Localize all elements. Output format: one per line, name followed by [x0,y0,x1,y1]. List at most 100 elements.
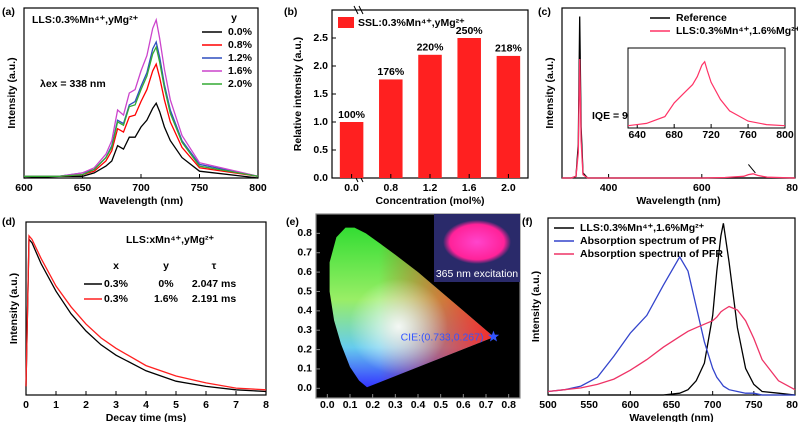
x-axis-title: Decay time (ms) [106,412,187,422]
value-label: 100% [338,109,366,121]
point-label: CIE:(0.733,0.267) [401,331,484,343]
value-label: 250% [456,25,484,37]
legend-label: Absorption spectrum of PR [580,235,717,247]
y-tick-label: 0.8 [297,227,312,239]
plot-frame [627,47,786,129]
y-tick-label: 2.0 [313,60,328,72]
x-tick-label: 8 [263,399,269,411]
bar [339,122,364,178]
photo-sample [443,220,511,264]
value-label: 218% [495,43,523,55]
x-tick-label: 1.6 [462,182,477,194]
panel-label: (d) [2,216,15,228]
plot-frame [25,221,267,396]
x-tick-label: 500 [539,399,557,411]
x-tick-label: 5 [173,399,179,411]
data-line [25,237,267,393]
x-axis-title: Wavelength (nm) [636,195,720,207]
x-tick-label: 0 [23,399,29,411]
x-tick-label: 650 [74,182,92,194]
y-tick-label: 2.5 [313,32,328,44]
table-header: τ [212,260,217,272]
x-tick-label: 800 [786,182,798,194]
table-header: y [163,260,169,272]
legend-label: 1.2% [228,52,253,64]
panel-label: (b) [284,6,297,18]
x-tick-label: 700 [132,182,150,194]
bar [379,79,403,178]
x-tick-label: 0.2 [365,399,380,411]
y-tick-label: 0.0 [297,382,312,394]
panel-label: (c) [538,6,551,18]
x-tick-label: 2.0 [501,182,516,194]
x-tick-label: 550 [580,399,598,411]
x-tick-label: 750 [191,182,209,194]
gamut [329,227,494,388]
y-tick-label: 0.1 [297,363,312,375]
value-label: 220% [417,42,445,54]
data-line [24,45,259,177]
panel-label: (f) [522,216,533,228]
bar [457,38,481,178]
y-axis-title: Intensity (a.u.) [544,57,556,128]
x-tick-label: 0.4 [411,399,426,411]
x-tick-label: 600 [15,182,33,194]
x-tick-label: 3 [113,399,119,411]
y-tick-label: 0.6 [297,266,312,278]
x-tick-label: 650 [663,399,681,411]
legend-label: 0.8% [228,39,253,51]
y-axis-title: Intensity (a.u.) [8,273,20,344]
table-cell: 1.6% [154,293,179,305]
x-tick-label: 0.8 [501,399,516,411]
data-line [547,255,795,396]
table-cell: 2.191 ms [192,293,237,305]
data-line [24,40,259,177]
y-tick-label: 0.3 [297,324,312,336]
x-tick-label: 0.8 [383,182,398,194]
annotation: LLS:xMn⁴⁺,yMg²⁺ [126,234,214,246]
x-tick-label: 0.0 [344,182,359,194]
y-tick-label: 0.2 [297,343,312,355]
cie-point [487,330,500,342]
x-tick-label: 750 [745,399,763,411]
x-tick-label: 680 [665,129,683,141]
axis-break [353,5,364,183]
table-cell: 0.3% [104,278,129,290]
photo-label: 365 nm excitation [436,268,518,280]
data-line [23,101,259,179]
data-line [25,234,267,391]
legend-label: 2.0% [228,78,253,90]
x-axis-title: Wavelength (nm) [629,412,713,422]
data-line [24,62,259,177]
y-tick-label: 1.0 [313,116,328,128]
x-tick-label: 0.0 [320,399,335,411]
x-tick-label: 0.3 [388,399,403,411]
legend-label: LLS:0.3%Mn⁴⁺,1.6%Mg²⁺ [676,25,798,37]
table-cell: 2.047 ms [192,278,237,290]
y-tick-label: 1.5 [313,88,328,100]
inset-arrow [748,164,756,174]
x-tick-label: 760 [739,129,757,141]
x-tick-label: 7 [233,399,239,411]
x-tick-label: 600 [622,399,640,411]
y-tick-label: 0.5 [313,144,328,156]
panel-label: (a) [2,6,15,18]
x-tick-label: 0.6 [456,399,471,411]
x-tick-label: 800 [776,129,794,141]
plot-frame [23,7,259,179]
legend-label: LLS:0.3%Mn⁴⁺,1.6%Mg²⁺ [580,222,705,234]
x-axis-title: Wavelength (nm) [99,195,183,207]
x-tick-label: 640 [628,129,646,141]
x-tick-label: 600 [693,182,711,194]
legend-title: y [231,12,237,24]
data-line [24,17,259,177]
x-tick-label: 720 [702,129,720,141]
y-tick-label: 0.5 [297,285,312,297]
legend-label: 1.6% [228,65,253,77]
table-cell: 0% [158,278,174,290]
x-tick-label: 800 [786,399,798,411]
bar [418,54,442,178]
x-axis-title: Concentration (mol%) [375,195,484,207]
panel-label: (e) [286,216,299,228]
x-tick-label: 400 [600,182,618,194]
